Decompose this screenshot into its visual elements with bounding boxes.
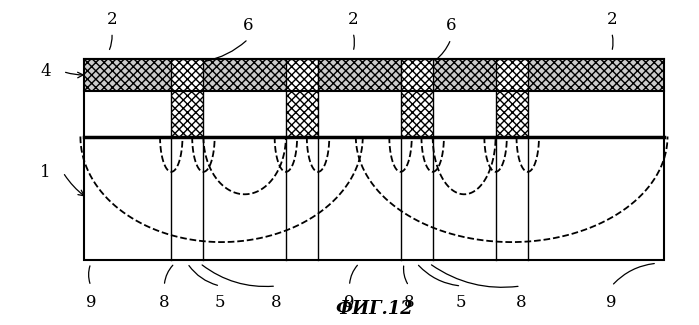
Text: 8: 8 xyxy=(159,294,170,311)
Text: 5: 5 xyxy=(215,294,226,311)
Text: 2: 2 xyxy=(347,11,359,28)
Text: 8: 8 xyxy=(271,294,282,311)
Bar xyxy=(171,58,203,136)
Text: 6: 6 xyxy=(243,18,254,34)
Text: 9: 9 xyxy=(606,294,617,311)
Text: 2: 2 xyxy=(606,11,617,28)
Text: 5: 5 xyxy=(456,294,467,311)
Bar xyxy=(84,91,664,136)
Bar xyxy=(401,58,433,136)
Bar xyxy=(84,58,664,91)
Bar xyxy=(496,58,528,136)
Text: 8: 8 xyxy=(515,294,526,311)
Text: ФИГ.12: ФИГ.12 xyxy=(335,301,413,318)
Text: 8: 8 xyxy=(403,294,415,311)
Bar xyxy=(84,58,664,260)
Text: 6: 6 xyxy=(445,18,456,34)
Bar xyxy=(286,58,318,136)
Text: 9: 9 xyxy=(344,294,355,311)
Text: 1: 1 xyxy=(40,164,51,181)
Bar xyxy=(84,58,664,260)
Text: 2: 2 xyxy=(106,11,117,28)
Text: 4: 4 xyxy=(40,63,51,80)
Text: 9: 9 xyxy=(85,294,96,311)
